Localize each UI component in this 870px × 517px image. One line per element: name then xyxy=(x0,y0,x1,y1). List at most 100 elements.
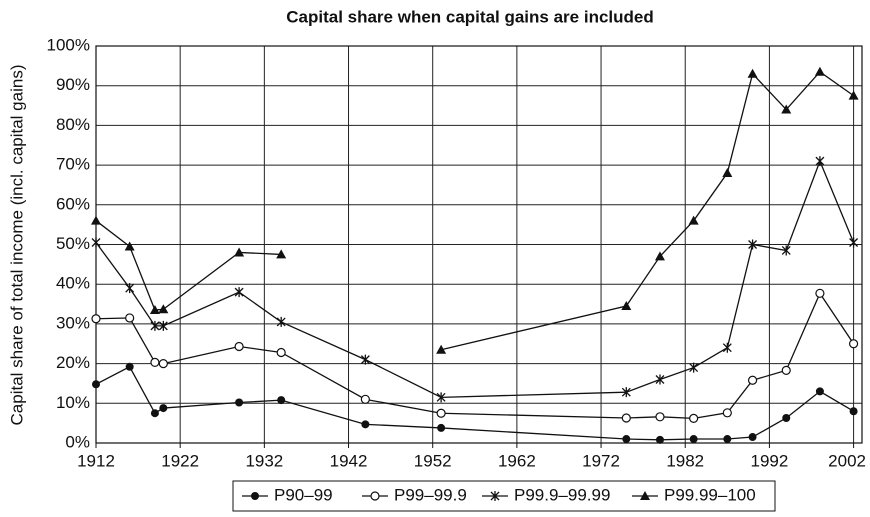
series-line xyxy=(95,159,855,398)
marker xyxy=(622,435,631,444)
marker xyxy=(125,362,134,371)
marker xyxy=(849,237,859,248)
marker xyxy=(234,247,245,257)
marker xyxy=(150,320,160,331)
marker xyxy=(782,413,791,422)
marker xyxy=(125,283,135,294)
marker xyxy=(723,435,732,444)
y-tick-label: 60% xyxy=(56,194,90,213)
marker xyxy=(815,288,825,298)
marker xyxy=(92,380,100,389)
marker xyxy=(360,354,370,365)
marker xyxy=(640,491,650,500)
series-line xyxy=(95,291,855,420)
marker xyxy=(722,408,732,418)
marker xyxy=(124,241,135,251)
marker xyxy=(654,251,665,261)
marker xyxy=(158,304,169,314)
y-tick-label: 40% xyxy=(56,274,90,293)
marker xyxy=(688,215,699,225)
marker xyxy=(277,396,286,405)
y-tick-label: 50% xyxy=(56,234,90,253)
x-tick-label: 2002 xyxy=(828,451,866,470)
x-tick-label: 1992 xyxy=(750,451,788,470)
marker xyxy=(722,168,733,178)
chart-title: Capital share when capital gains are inc… xyxy=(286,7,654,26)
marker xyxy=(150,357,160,368)
legend-box xyxy=(232,480,776,512)
marker xyxy=(276,316,286,327)
y-tick-label: 100% xyxy=(47,35,90,54)
marker xyxy=(150,409,159,418)
marker xyxy=(689,413,699,423)
marker xyxy=(655,374,665,385)
series-line xyxy=(95,365,854,441)
marker xyxy=(91,237,101,248)
y-tick-label: 70% xyxy=(56,155,90,174)
marker xyxy=(125,313,135,323)
marker xyxy=(689,435,698,444)
marker xyxy=(815,387,824,396)
marker xyxy=(159,404,168,413)
marker xyxy=(91,215,101,225)
marker xyxy=(781,245,791,256)
marker xyxy=(655,435,664,444)
marker xyxy=(655,412,665,422)
series-line xyxy=(95,70,854,351)
marker xyxy=(149,305,160,315)
marker xyxy=(437,423,446,432)
x-tick-label: 1972 xyxy=(582,451,620,470)
y-tick-label: 80% xyxy=(56,115,90,134)
legend-label: P99.99–100 xyxy=(664,485,756,504)
marker xyxy=(748,433,757,442)
marker xyxy=(158,359,168,369)
x-tick-label: 1922 xyxy=(161,451,199,470)
marker xyxy=(490,491,500,501)
marker xyxy=(251,492,259,500)
legend-label: P90–99 xyxy=(274,485,333,504)
marker xyxy=(234,341,244,352)
marker xyxy=(849,407,858,416)
marker xyxy=(436,408,446,418)
x-tick-label: 1982 xyxy=(666,451,704,470)
marker xyxy=(235,398,244,407)
marker xyxy=(621,413,631,423)
marker xyxy=(360,394,370,404)
y-tick-label: 30% xyxy=(56,313,90,332)
marker xyxy=(621,301,632,311)
marker xyxy=(436,344,447,354)
marker xyxy=(848,90,859,100)
marker xyxy=(781,365,791,375)
marker xyxy=(361,420,370,429)
y-tick-label: 10% xyxy=(56,393,90,412)
marker xyxy=(276,347,286,358)
marker xyxy=(722,342,732,353)
marker xyxy=(158,320,168,331)
marker xyxy=(747,68,758,78)
legend-label: P99.9–99.99 xyxy=(514,485,610,504)
marker xyxy=(370,491,380,501)
y-tick-label: 90% xyxy=(56,75,90,94)
marker xyxy=(436,392,446,403)
marker xyxy=(689,362,699,373)
x-tick-label: 1942 xyxy=(330,451,368,470)
y-tick-label: 0% xyxy=(65,432,90,451)
marker xyxy=(848,339,859,349)
legend-label: P99–99.9 xyxy=(394,485,467,504)
marker xyxy=(747,375,758,385)
marker xyxy=(748,239,758,250)
marker xyxy=(814,66,825,76)
y-axis-label: Capital share of total income (incl. cap… xyxy=(7,65,26,426)
marker xyxy=(91,314,101,324)
x-tick-label: 1912 xyxy=(77,451,115,470)
x-tick-label: 1962 xyxy=(498,451,536,470)
x-tick-label: 1952 xyxy=(414,451,452,470)
marker xyxy=(781,104,792,114)
y-tick-label: 20% xyxy=(56,353,90,372)
marker xyxy=(621,387,631,398)
marker xyxy=(234,287,244,298)
marker xyxy=(276,249,287,259)
marker xyxy=(815,156,825,167)
x-tick-label: 1932 xyxy=(245,451,283,470)
